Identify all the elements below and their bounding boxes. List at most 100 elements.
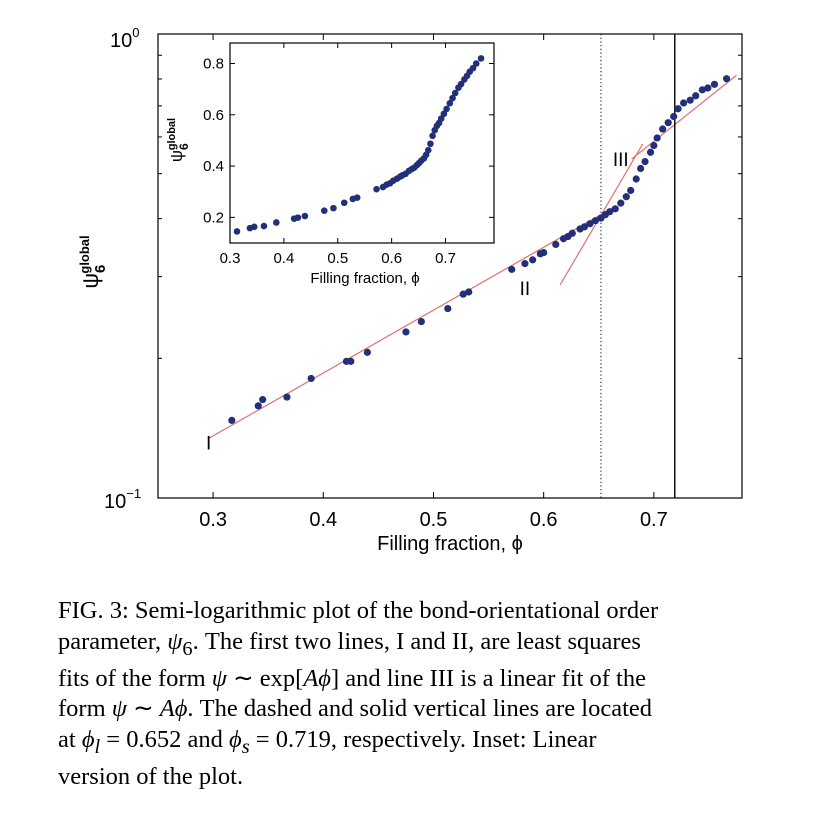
main-data-point (686, 96, 694, 104)
inset-data-point (437, 115, 445, 122)
inset-x-ticks: 0.3 0.4 0.5 0.6 0.7 (220, 43, 456, 267)
main-data-point (444, 304, 452, 313)
main-data-point (307, 374, 315, 383)
main-y-tick-top: 100 (110, 25, 139, 52)
main-y-tick-bottom: 10−1 (104, 486, 141, 513)
inset-data-points (233, 55, 485, 235)
inset-x-tick-label: 0.7 (435, 250, 456, 267)
inset-data-point (457, 80, 465, 88)
inset-data-point (273, 219, 280, 226)
svg-text:ψ6global: ψ6global (166, 118, 191, 162)
main-data-point (586, 220, 594, 228)
main-data-point (659, 125, 667, 133)
caption-line-6: version of the plot. (58, 763, 244, 791)
svg-text:ψ6global: ψ6global (77, 235, 109, 288)
inset-x-axis-label: Filling fraction, ϕ (310, 270, 419, 287)
inset-x-tick-label: 0.5 (327, 250, 348, 267)
inset-y-tick-label: 0.6 (203, 107, 224, 124)
caption-line-3: fits of the form ψ ∼ exp[Aϕ] and line II… (58, 664, 646, 692)
main-data-point (508, 265, 516, 273)
inset-y-tick-label: 0.8 (203, 56, 224, 73)
main-data-point (632, 175, 640, 183)
fit-label-II: II (520, 279, 531, 300)
inset-data-point (373, 185, 380, 193)
main-data-point (680, 99, 688, 107)
main-x-tick-label: 0.4 (309, 509, 337, 531)
main-data-point (259, 395, 267, 404)
inset-data-point (330, 204, 337, 212)
inset-y-ticks: 0.2 0.4 0.6 0.8 (203, 56, 494, 226)
main-data-point (653, 134, 661, 142)
inset-data-point (353, 194, 361, 201)
inset-data-point (301, 212, 309, 220)
main-data-point (417, 317, 425, 326)
fit-label-III: III (613, 150, 629, 171)
inset-data-point (340, 199, 348, 207)
main-data-point (529, 256, 537, 264)
main-data-point (347, 357, 355, 365)
fit-line-II (559, 143, 644, 286)
main-data-point (704, 84, 712, 92)
fit-label-I: I (206, 434, 211, 455)
main-data-point (540, 248, 548, 257)
main-data-point (606, 208, 614, 216)
inset-data-point (233, 228, 241, 235)
main-plot-frame (157, 33, 743, 499)
caption-line-4: form ψ ∼ Aϕ. The dashed and solid vertic… (58, 695, 653, 723)
inset-y-tick-label: 0.4 (203, 158, 224, 175)
fit-line-I (207, 205, 616, 440)
inset-y-tick-label: 0.2 (203, 209, 224, 226)
inset-data-point (472, 60, 480, 67)
main-fit-lines (207, 74, 737, 440)
main-data-point (664, 119, 672, 127)
inset-x-tick-label: 0.3 (220, 250, 241, 267)
caption-line-1: FIG. 3: Semi-logarithmic plot of the bon… (58, 597, 659, 624)
main-data-point (459, 290, 467, 298)
main-data-point (228, 416, 236, 424)
inset-data-point (449, 94, 456, 102)
inset-data-point (250, 223, 258, 231)
inset-data-point (477, 55, 485, 62)
inset-x-tick-label: 0.4 (273, 250, 294, 267)
inset-data-point (427, 140, 434, 148)
main-data-point (710, 80, 719, 88)
caption-line-2: parameter, ψ6. The first two lines, I an… (58, 627, 641, 660)
main-x-tick-label: 0.5 (420, 509, 448, 531)
inset-x-tick-label: 0.6 (381, 250, 402, 267)
main-data-point (670, 112, 678, 121)
inset-plot-frame (229, 42, 495, 244)
main-data-point (617, 199, 625, 207)
main-y-axis-label: ψ6global (77, 235, 109, 288)
main-data-point (637, 164, 645, 173)
inset-data-point (260, 222, 268, 230)
main-data-point (568, 229, 576, 237)
main-vertical-lines (600, 34, 676, 498)
main-data-point (363, 348, 371, 356)
main-x-tick-label: 0.3 (199, 509, 227, 531)
main-data-point (580, 223, 589, 231)
inset-data-point (424, 146, 432, 154)
main-data-point (283, 393, 291, 401)
main-data-point (521, 260, 529, 268)
inset-data-point (446, 99, 454, 107)
main-data-point (650, 141, 658, 150)
main-x-tick-label: 0.6 (530, 509, 558, 531)
main-data-point (722, 75, 731, 83)
inset-data-point (320, 207, 328, 214)
main-data-point (591, 217, 600, 225)
inset-data-point (451, 89, 459, 97)
inset-data-point (469, 64, 477, 72)
main-data-point (402, 328, 410, 336)
inset-data-point (443, 105, 450, 113)
main-x-ticks: 0.3 0.4 0.5 0.6 0.7 (158, 34, 742, 531)
inset-data-point (294, 214, 302, 221)
figure-caption: FIG. 3: Semi-logarithmic plot of the bon… (58, 596, 818, 793)
inset-y-axis-label: ψ6global (166, 118, 191, 162)
main-data-point (627, 186, 635, 195)
main-data-point (698, 86, 706, 94)
main-x-tick-label: 0.7 (640, 509, 668, 531)
main-data-point (465, 288, 473, 296)
fit-line-III (631, 74, 737, 160)
